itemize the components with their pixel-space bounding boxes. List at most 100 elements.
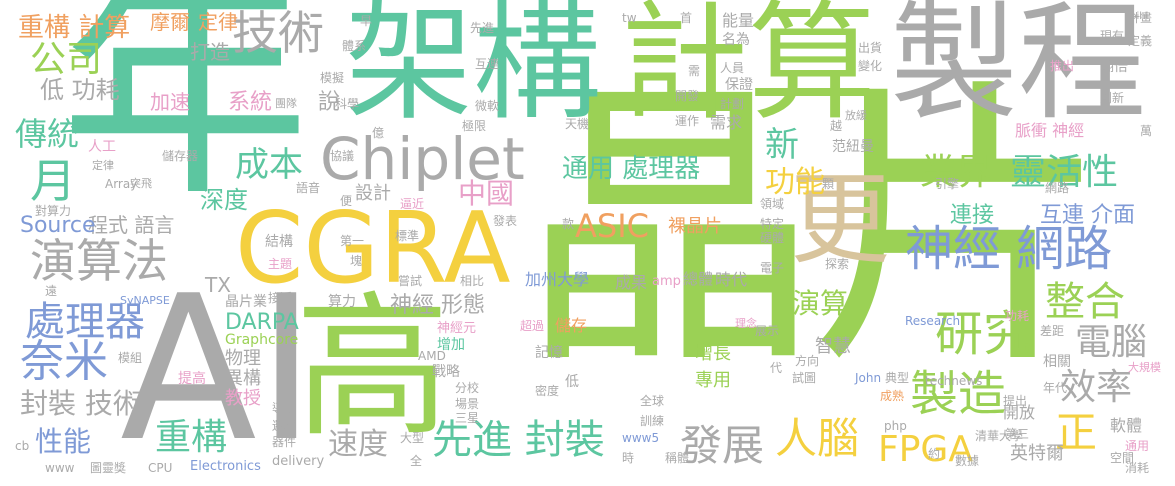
word-uc: 加州大學 bbox=[525, 270, 590, 289]
word-darpa: DARPA bbox=[225, 310, 299, 335]
word-voice: 語音 bbox=[296, 181, 321, 195]
word-device: 器件 bbox=[272, 435, 297, 449]
word-process: 製程 bbox=[890, 0, 1147, 138]
word-space: 空間 bbox=[1110, 451, 1135, 465]
word-memory: 記憶 bbox=[535, 345, 563, 361]
word-existing: 現有 bbox=[1100, 29, 1125, 43]
word-cb: cb bbox=[15, 439, 30, 453]
word-electronics: Electronics bbox=[190, 459, 261, 474]
word-manufacture: 製造 bbox=[910, 366, 1007, 422]
word-von-neumann: 范紐曼 bbox=[832, 139, 874, 155]
word-training: 訓練 bbox=[640, 414, 665, 428]
word-positive: 正 bbox=[1055, 408, 1098, 457]
word-research: 研究 bbox=[935, 306, 1032, 362]
word-tw: tw bbox=[622, 11, 637, 25]
word-performance: 性能 bbox=[35, 425, 92, 458]
word-system2: 體系 bbox=[342, 39, 367, 53]
word-limit: 極限 bbox=[462, 119, 487, 133]
word-results: 成果 bbox=[615, 273, 648, 292]
word-storage-device: 儲存器 bbox=[162, 149, 199, 163]
word-need: 需 bbox=[688, 64, 701, 78]
word-large-scale: 大規模 bbox=[1128, 361, 1161, 374]
word-more2: 越 bbox=[830, 119, 843, 133]
word-dedicated: 專用 bbox=[695, 370, 731, 391]
word-accelerate: 加速 bbox=[150, 90, 190, 114]
word-mature: 成熟 bbox=[880, 389, 905, 403]
word-third: 第三 bbox=[1005, 427, 1030, 441]
word-explore: 探索 bbox=[825, 257, 850, 271]
word-function: 功能 bbox=[765, 165, 825, 200]
word-software: 軟體 bbox=[1110, 416, 1143, 435]
word-scale: 稱體 bbox=[665, 451, 690, 465]
word-more: 更 bbox=[790, 161, 890, 278]
word-innovate: 創新 bbox=[1100, 91, 1125, 105]
word-general-processor: 通用 處理器 bbox=[562, 154, 701, 184]
word-domain: 領域 bbox=[760, 197, 785, 211]
word-fpga: FPGA bbox=[878, 429, 973, 470]
word-professor: 教授 bbox=[225, 388, 261, 409]
word-delivery: delivery bbox=[272, 454, 325, 469]
word-energy: 能量 bbox=[722, 11, 755, 30]
word-www5: www5 bbox=[622, 431, 660, 445]
word-protocol: 協議 bbox=[330, 149, 355, 163]
word-company: 公司 bbox=[30, 39, 103, 80]
word-plan: 計劃 bbox=[720, 97, 745, 111]
word-low: 低 bbox=[565, 374, 579, 390]
word-www: www bbox=[45, 461, 75, 475]
word-algorithm: 演算法 bbox=[30, 234, 168, 288]
word-module: 模組 bbox=[118, 351, 143, 365]
word-shipment: 出貨 bbox=[858, 41, 883, 55]
word-approach: 逼近 bbox=[400, 197, 425, 211]
word-year: 年 bbox=[60, 0, 310, 230]
word-unit: 顆 bbox=[822, 177, 835, 191]
word-data: 數據 bbox=[955, 454, 980, 468]
word-growth: 增長 bbox=[695, 343, 731, 364]
word-system: 系統 bbox=[228, 90, 273, 115]
word-reconfig-compute: 重構 計算 bbox=[18, 13, 131, 43]
word-technews: technews bbox=[925, 374, 983, 388]
word-connect: 連接 bbox=[950, 203, 995, 228]
word-industry: 業界 bbox=[920, 152, 993, 193]
word-develop: 開發 bbox=[675, 89, 700, 103]
word-depth: 深度 bbox=[200, 186, 248, 214]
word-loihi: Loihi bbox=[1125, 11, 1149, 22]
word-attempt: 試圖 bbox=[792, 371, 817, 385]
word-propose: 提出 bbox=[1003, 394, 1028, 408]
word-neuro-form: 神經 形態 bbox=[390, 293, 485, 318]
word-spiking-neural: 脈衝 神經 bbox=[1015, 121, 1085, 140]
word-demand: 需求 bbox=[710, 113, 743, 132]
word-change: 變化 bbox=[858, 59, 883, 73]
word-launch: 推出 bbox=[1050, 59, 1075, 73]
word-design: 設計 bbox=[355, 183, 391, 204]
word-cause: 導致 bbox=[272, 401, 297, 415]
word-ten-thousand: 萬 bbox=[1140, 124, 1153, 138]
word-science: 科學 bbox=[335, 97, 360, 111]
word-amd: AMD bbox=[418, 349, 446, 363]
word-nanometer: 奈米 bbox=[20, 336, 108, 387]
word-compute-power: 算力 bbox=[328, 294, 356, 310]
word-first: 第一 bbox=[340, 234, 365, 248]
word-technology: 技術 bbox=[232, 6, 324, 60]
word-build: 打造 bbox=[190, 40, 230, 64]
word-ai: AI bbox=[120, 253, 316, 486]
word-processor: 處理器 bbox=[25, 299, 145, 345]
word-network: 網路 bbox=[1045, 181, 1070, 195]
word-john: John bbox=[855, 371, 882, 385]
word-tianji: 天機 bbox=[565, 117, 590, 131]
word-near: 接近 bbox=[268, 291, 293, 305]
word-law2: 定律 bbox=[92, 159, 114, 172]
word-theme: 主題 bbox=[268, 257, 293, 271]
word-samsung: 三星 bbox=[455, 411, 480, 425]
word-model: 款 bbox=[562, 217, 575, 231]
word-compute: 計算 bbox=[620, 0, 877, 138]
word-global: 全球 bbox=[640, 394, 665, 408]
word-all: 全 bbox=[410, 454, 423, 468]
word-engine: 引擎 bbox=[935, 177, 960, 191]
word-concept: 理念 bbox=[735, 317, 757, 330]
word-logic: 邏輯 bbox=[272, 419, 297, 433]
word-try: 嘗試 bbox=[398, 274, 423, 288]
word-staff: 人員 bbox=[720, 61, 745, 75]
word-law: 定律 bbox=[198, 10, 238, 34]
word-turing: 圖靈獎 bbox=[90, 461, 127, 475]
word-say: 說 bbox=[318, 90, 341, 115]
